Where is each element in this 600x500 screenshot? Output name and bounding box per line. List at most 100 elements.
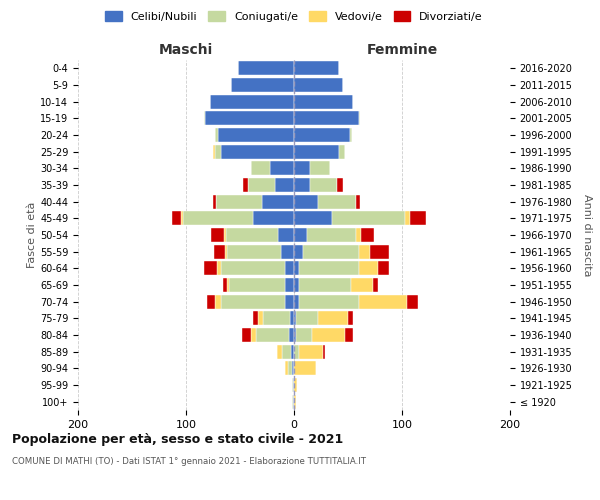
Bar: [286, 278, 294, 292]
Bar: [307, 228, 356, 242]
Bar: [214, 244, 225, 259]
Bar: [215, 294, 221, 308]
Bar: [238, 62, 294, 76]
Bar: [278, 228, 294, 242]
Bar: [294, 294, 299, 308]
Bar: [215, 144, 221, 159]
Bar: [294, 378, 297, 392]
Bar: [226, 228, 278, 242]
Bar: [407, 294, 418, 308]
Bar: [221, 261, 286, 276]
Bar: [356, 194, 360, 209]
Y-axis label: Fasce di età: Fasce di età: [27, 202, 37, 268]
Bar: [370, 244, 389, 259]
Bar: [302, 244, 359, 259]
Bar: [282, 344, 291, 359]
Bar: [405, 211, 410, 226]
Bar: [263, 311, 290, 326]
Bar: [359, 244, 370, 259]
Bar: [294, 78, 343, 92]
Bar: [294, 144, 340, 159]
Bar: [293, 394, 294, 409]
Bar: [299, 261, 359, 276]
Bar: [294, 94, 353, 109]
Bar: [294, 112, 359, 126]
Bar: [251, 328, 256, 342]
Bar: [294, 194, 318, 209]
Bar: [410, 211, 426, 226]
Bar: [221, 294, 286, 308]
Bar: [291, 344, 294, 359]
Bar: [205, 112, 294, 126]
Bar: [350, 128, 352, 142]
Bar: [256, 328, 289, 342]
Bar: [294, 178, 310, 192]
Bar: [294, 62, 340, 76]
Bar: [361, 228, 374, 242]
Bar: [318, 194, 356, 209]
Bar: [210, 94, 294, 109]
Bar: [310, 162, 329, 175]
Bar: [229, 278, 286, 292]
Bar: [217, 261, 221, 276]
Bar: [332, 211, 405, 226]
Bar: [275, 178, 294, 192]
Bar: [251, 162, 270, 175]
Bar: [183, 211, 253, 226]
Bar: [294, 261, 299, 276]
Bar: [337, 178, 343, 192]
Bar: [223, 278, 227, 292]
Bar: [294, 328, 296, 342]
Bar: [299, 278, 351, 292]
Bar: [213, 144, 215, 159]
Bar: [294, 162, 310, 175]
Bar: [294, 211, 332, 226]
Bar: [281, 244, 294, 259]
Bar: [359, 261, 378, 276]
Bar: [270, 162, 294, 175]
Bar: [348, 311, 353, 326]
Bar: [378, 261, 389, 276]
Bar: [262, 194, 294, 209]
Bar: [323, 344, 325, 359]
Bar: [299, 344, 323, 359]
Bar: [292, 394, 293, 409]
Bar: [286, 261, 294, 276]
Bar: [296, 328, 313, 342]
Text: COMUNE DI MATHI (TO) - Dati ISTAT 1° gennaio 2021 - Elaborazione TUTTITALIA.IT: COMUNE DI MATHI (TO) - Dati ISTAT 1° gen…: [12, 457, 366, 466]
Bar: [286, 294, 294, 308]
Bar: [359, 294, 407, 308]
Bar: [294, 361, 316, 376]
Bar: [227, 244, 281, 259]
Bar: [373, 278, 378, 292]
Bar: [359, 112, 360, 126]
Bar: [318, 311, 348, 326]
Bar: [294, 244, 302, 259]
Bar: [242, 328, 251, 342]
Bar: [224, 228, 226, 242]
Bar: [181, 211, 183, 226]
Bar: [216, 194, 262, 209]
Bar: [205, 261, 217, 276]
Bar: [277, 344, 282, 359]
Bar: [351, 278, 373, 292]
Bar: [215, 128, 218, 142]
Bar: [227, 278, 229, 292]
Bar: [232, 78, 294, 92]
Text: Maschi: Maschi: [159, 42, 213, 56]
Y-axis label: Anni di nascita: Anni di nascita: [582, 194, 592, 276]
Bar: [248, 178, 275, 192]
Bar: [294, 278, 299, 292]
Bar: [253, 311, 259, 326]
Bar: [313, 328, 345, 342]
Legend: Celibi/Nubili, Coniugati/e, Vedovi/e, Divorziati/e: Celibi/Nubili, Coniugati/e, Vedovi/e, Di…: [102, 8, 486, 25]
Bar: [225, 244, 227, 259]
Bar: [286, 361, 287, 376]
Bar: [292, 361, 294, 376]
Bar: [289, 328, 294, 342]
Bar: [294, 228, 307, 242]
Bar: [340, 144, 345, 159]
Bar: [294, 344, 299, 359]
Bar: [345, 328, 353, 342]
Bar: [243, 178, 248, 192]
